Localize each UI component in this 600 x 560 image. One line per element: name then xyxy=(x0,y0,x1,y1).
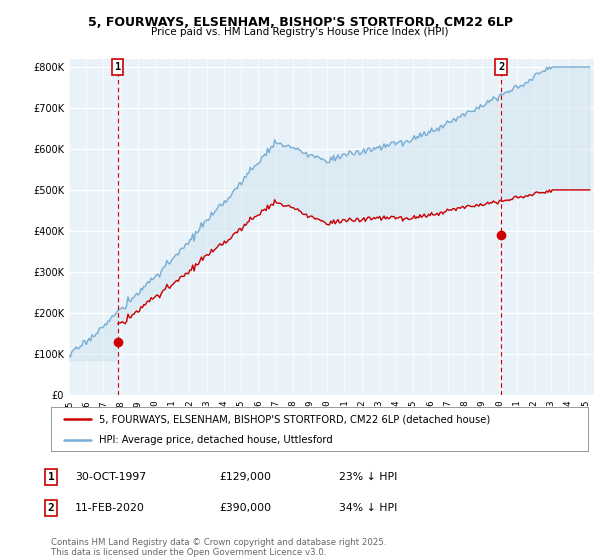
Text: Price paid vs. HM Land Registry's House Price Index (HPI): Price paid vs. HM Land Registry's House … xyxy=(151,27,449,37)
Text: HPI: Average price, detached house, Uttlesford: HPI: Average price, detached house, Uttl… xyxy=(100,435,333,445)
Text: £390,000: £390,000 xyxy=(219,503,271,513)
Text: 2: 2 xyxy=(47,503,55,513)
Text: 1: 1 xyxy=(115,62,121,72)
Text: 34% ↓ HPI: 34% ↓ HPI xyxy=(339,503,397,513)
Text: 5, FOURWAYS, ELSENHAM, BISHOP'S STORTFORD, CM22 6LP (detached house): 5, FOURWAYS, ELSENHAM, BISHOP'S STORTFOR… xyxy=(100,414,491,424)
Text: Contains HM Land Registry data © Crown copyright and database right 2025.
This d: Contains HM Land Registry data © Crown c… xyxy=(51,538,386,557)
Text: 11-FEB-2020: 11-FEB-2020 xyxy=(75,503,145,513)
Text: 5, FOURWAYS, ELSENHAM, BISHOP'S STORTFORD, CM22 6LP: 5, FOURWAYS, ELSENHAM, BISHOP'S STORTFOR… xyxy=(88,16,512,29)
Text: 2: 2 xyxy=(498,62,504,72)
Text: £129,000: £129,000 xyxy=(219,472,271,482)
Text: 1: 1 xyxy=(47,472,55,482)
Text: 23% ↓ HPI: 23% ↓ HPI xyxy=(339,472,397,482)
Text: 30-OCT-1997: 30-OCT-1997 xyxy=(75,472,146,482)
